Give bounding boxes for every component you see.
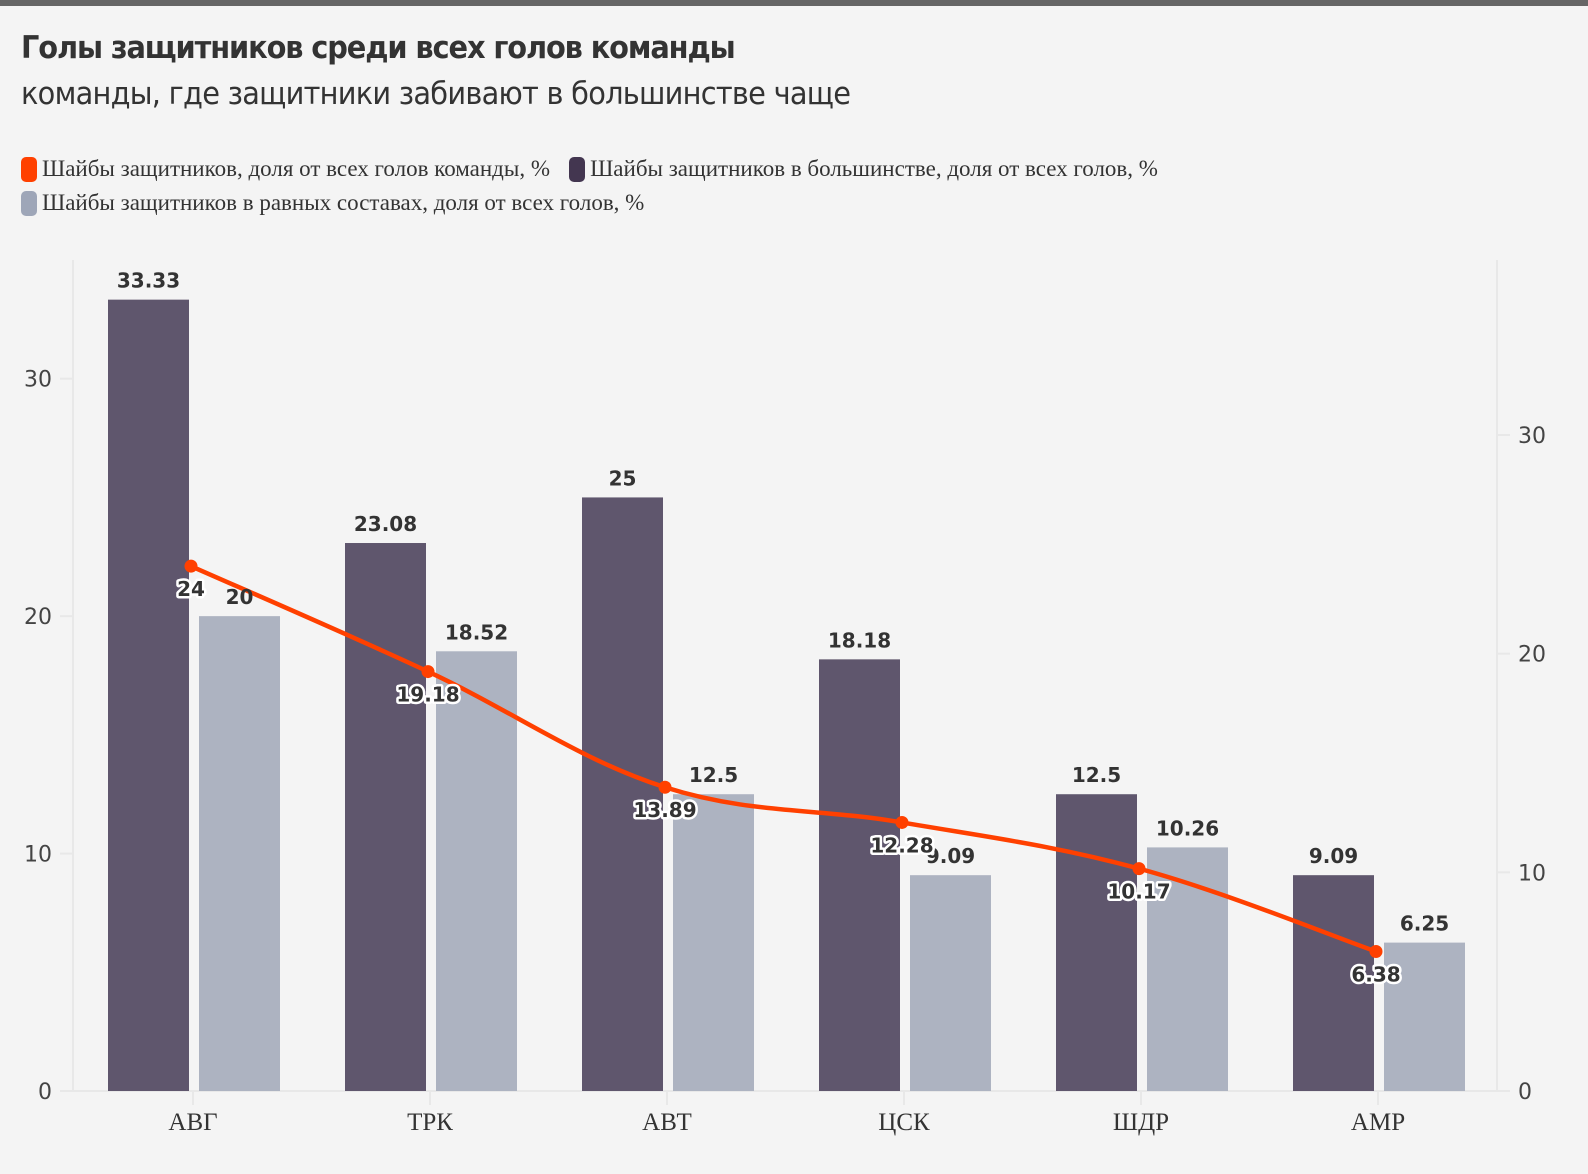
bar-powerplay (108, 299, 189, 1091)
line-point-label: 19.18 (396, 683, 459, 707)
bar-label-even-strength: 20 (226, 585, 254, 609)
line-total-share (188, 563, 1379, 954)
legend-item-total-share[interactable]: Шайбы защитников, доля от всех голов ком… (21, 152, 550, 186)
right-tick-label: 10 (1518, 861, 1546, 886)
bar-label-even-strength: 12.5 (689, 763, 738, 787)
line-point (1132, 862, 1146, 876)
bar-label-powerplay: 23.08 (354, 512, 417, 536)
top-border-bar (0, 0, 1588, 6)
x-tick-label: АМР (1351, 1109, 1405, 1136)
legend-label: Шайбы защитников в большинстве, доля от … (590, 156, 1158, 181)
legend-item-powerplay[interactable]: Шайбы защитников в большинстве, доля от … (569, 152, 1158, 186)
bar-even-strength (199, 616, 280, 1091)
left-tick-label: 0 (38, 1080, 52, 1105)
x-tick-label: ТРК (407, 1109, 453, 1136)
bar-label-even-strength: 9.09 (926, 844, 975, 868)
line-point (658, 780, 672, 794)
legend-swatch-light-bar (21, 190, 37, 216)
bar-powerplay (582, 497, 663, 1091)
x-tick-label: АВГ (168, 1109, 217, 1136)
bar-powerplay (819, 659, 900, 1091)
line-point (421, 665, 435, 679)
bar-label-powerplay: 25 (609, 466, 637, 490)
bar-even-strength (910, 875, 991, 1091)
chart-title: Голы защитников среди всех голов команды (21, 30, 736, 66)
bar-even-strength (1384, 942, 1465, 1091)
line-point-label: 24 (177, 577, 205, 601)
bar-label-powerplay: 9.09 (1309, 844, 1358, 868)
line-point-label: 6.38 (1351, 962, 1400, 986)
line-point-label: 12.28 (870, 833, 933, 857)
right-tick-label: 30 (1518, 424, 1546, 449)
bar-label-powerplay: 18.18 (828, 628, 891, 652)
bar-label-powerplay: 12.5 (1072, 763, 1121, 787)
left-tick-label: 20 (24, 605, 52, 630)
legend-swatch-dark-bar (569, 156, 586, 182)
chart-legend: Шайбы защитников, доля от всех голов ком… (21, 152, 1521, 220)
left-tick-label: 30 (24, 368, 52, 393)
bar-powerplay (1056, 794, 1137, 1091)
right-tick-label: 0 (1518, 1080, 1532, 1105)
bar-even-strength (1147, 847, 1228, 1091)
line-point (895, 815, 909, 829)
bar-even-strength (436, 651, 517, 1091)
legend-item-even-strength[interactable]: Шайбы защитников в равных составах, доля… (21, 186, 644, 220)
bar-label-even-strength: 10.26 (1156, 816, 1219, 840)
legend-label: Шайбы защитников, доля от всех голов ком… (42, 156, 550, 181)
bar-powerplay (345, 543, 426, 1091)
x-tick-label: ЦСК (878, 1109, 930, 1136)
line-point (1369, 944, 1383, 958)
bar-label-even-strength: 6.25 (1400, 912, 1449, 936)
chart-subtitle: команды, где защитники забивают в больши… (21, 76, 851, 112)
x-tick-label: ШДР (1113, 1109, 1169, 1136)
bar-label-even-strength: 18.52 (445, 620, 508, 644)
legend-swatch-line (21, 156, 37, 182)
bar-powerplay (1293, 875, 1374, 1091)
legend-label: Шайбы защитников в равных составах, доля… (42, 190, 645, 215)
line-point-label: 10.17 (1107, 880, 1170, 904)
bar-even-strength (673, 794, 754, 1091)
line-point-label: 13.89 (633, 798, 696, 822)
right-tick-label: 20 (1518, 643, 1546, 668)
x-tick-label: АВТ (642, 1109, 692, 1136)
bar-label-powerplay: 33.33 (117, 269, 180, 293)
line-point (184, 559, 198, 573)
left-tick-label: 10 (24, 843, 52, 868)
